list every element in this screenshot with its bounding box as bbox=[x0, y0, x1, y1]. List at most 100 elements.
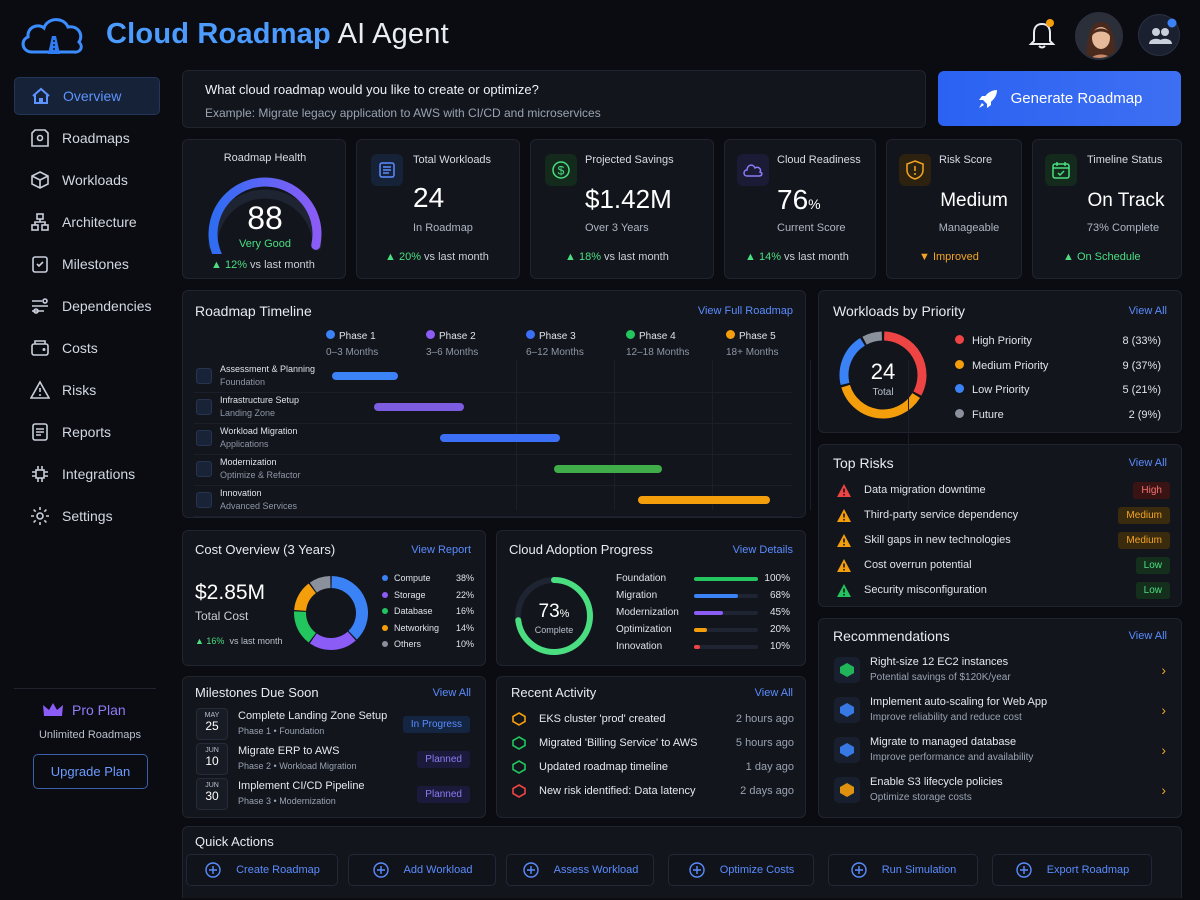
sidebar-item-integrations[interactable]: Integrations bbox=[14, 455, 160, 493]
recommendation-item[interactable]: Migrate to managed database Improve perfo… bbox=[830, 734, 1172, 768]
architecture-icon bbox=[31, 213, 49, 231]
sidebar-item-reports[interactable]: Reports bbox=[14, 413, 160, 451]
milestone-item[interactable]: MAY 25 Complete Landing Zone Setup Phase 1 … bbox=[194, 708, 476, 740]
recommendation-item[interactable]: Right-size 12 EC2 instances Potential sav… bbox=[830, 654, 1172, 688]
app-title-secondary: AI Agent bbox=[337, 18, 449, 50]
timeline-bar[interactable] bbox=[332, 372, 398, 380]
risk-name: Skill gaps in new technologies bbox=[864, 534, 1011, 546]
phase-label: Phase 3 bbox=[526, 330, 626, 342]
warning-icon bbox=[30, 380, 50, 399]
sidebar-item-costs[interactable]: Costs bbox=[14, 329, 160, 367]
chevron-right-icon[interactable]: › bbox=[1161, 742, 1166, 758]
adoption-stage-name: Innovation bbox=[616, 641, 663, 652]
priority-slice bbox=[839, 337, 866, 385]
milestone-meta: Phase 1 • Foundation bbox=[238, 726, 325, 736]
chevron-right-icon[interactable]: › bbox=[1161, 782, 1166, 798]
row-divider bbox=[194, 516, 792, 517]
risk-row[interactable]: Data migration downtime High bbox=[834, 482, 1170, 500]
recommendation-title: Implement auto-scaling for Web App bbox=[870, 696, 1048, 708]
timeline-phase: Phase 2 3–6 Months bbox=[426, 330, 526, 358]
milestone-item[interactable]: JUN 10 Migrate ERP to AWS Phase 2 • Workloa… bbox=[194, 743, 476, 775]
team-icon[interactable] bbox=[1138, 14, 1180, 56]
recent-activity-panel: Recent Activity View All bbox=[496, 676, 806, 818]
activity-time: 2 hours ago bbox=[735, 713, 794, 725]
chevron-right-icon[interactable]: › bbox=[1161, 662, 1166, 678]
phase-dot bbox=[626, 330, 635, 339]
sidebar-item-settings[interactable]: Settings bbox=[14, 497, 160, 535]
sidebar-item-risks[interactable]: Risks bbox=[14, 371, 160, 409]
quick-action-button[interactable]: Assess Workload bbox=[506, 854, 654, 886]
quick-action-button[interactable]: Optimize Costs bbox=[668, 854, 814, 886]
generate-roadmap-button[interactable]: Generate Roadmap bbox=[938, 71, 1181, 126]
kpi-cloud-readiness: Cloud Readiness 76% Current Score ▲ 14% … bbox=[724, 139, 876, 279]
risk-row[interactable]: Cost overrun potential Low bbox=[834, 557, 1170, 575]
phase-range: 0–3 Months bbox=[326, 347, 379, 358]
risk-row[interactable]: Security misconfiguration Low bbox=[834, 582, 1170, 600]
priority-dot bbox=[955, 408, 964, 418]
sidebar-item-dependencies[interactable]: Dependencies bbox=[14, 287, 160, 325]
timeline-bar[interactable] bbox=[374, 403, 464, 411]
priority-pct: (33%) bbox=[1131, 335, 1161, 347]
phase-name: Phase 4 bbox=[639, 331, 676, 342]
view-all-link[interactable]: View All bbox=[754, 687, 793, 699]
quick-action-button[interactable]: Create Roadmap bbox=[186, 854, 338, 886]
sidebar-item-label: Architecture bbox=[62, 214, 137, 230]
view-all-link[interactable]: View All bbox=[1128, 457, 1167, 469]
cost-category: Compute bbox=[394, 573, 431, 583]
panel-title: Roadmap Timeline bbox=[195, 303, 312, 319]
risk-row[interactable]: Skill gaps in new technologies Medium bbox=[834, 532, 1170, 550]
timeline-bar[interactable] bbox=[440, 434, 560, 442]
sidebar-item-architecture[interactable]: Architecture bbox=[14, 203, 160, 241]
view-report-link[interactable]: View Report bbox=[411, 544, 471, 556]
risk-row[interactable]: Third-party service dependency Medium bbox=[834, 507, 1170, 525]
timeline-phase: Phase 5 18+ Months bbox=[726, 330, 826, 358]
quick-action-button[interactable]: Run Simulation bbox=[828, 854, 978, 886]
milestone-item[interactable]: JUN 30 Implement CI/CD Pipeline Phase 3 • M… bbox=[194, 778, 476, 810]
upgrade-plan-button[interactable]: Upgrade Plan bbox=[33, 754, 148, 789]
recommendation-item[interactable]: Enable S3 lifecycle policies Optimize sto… bbox=[830, 774, 1172, 808]
view-details-link[interactable]: View Details bbox=[732, 544, 793, 556]
sidebar-item-milestones[interactable]: Milestones bbox=[14, 245, 160, 283]
notification-bell-icon[interactable] bbox=[1028, 18, 1056, 50]
view-all-link[interactable]: View All bbox=[1128, 630, 1167, 642]
kpi-value: 88 bbox=[247, 200, 283, 236]
timeline-bar[interactable] bbox=[638, 496, 770, 504]
priority-name: Future bbox=[972, 408, 1004, 421]
view-all-link[interactable]: View All bbox=[1128, 305, 1167, 317]
kpi-label: Roadmap Health bbox=[223, 152, 307, 164]
crown-icon bbox=[43, 703, 63, 716]
adoption-overall-label: Complete bbox=[534, 625, 574, 635]
quick-action-button[interactable]: Export Roadmap bbox=[992, 854, 1152, 886]
priority-count: 9 bbox=[1122, 359, 1129, 372]
kpi-sub: Manageable bbox=[938, 222, 1000, 234]
activity-item: Updated roadmap timeline 1 day ago bbox=[510, 759, 794, 777]
activity-icon bbox=[512, 760, 526, 777]
sidebar-item-workloads[interactable]: Workloads bbox=[14, 161, 160, 199]
cloud-icon bbox=[737, 154, 769, 186]
cube-icon bbox=[31, 171, 49, 189]
recommendation-item[interactable]: Implement auto-scaling for Web App Improv… bbox=[830, 694, 1172, 728]
health-status: Very Good bbox=[239, 238, 291, 250]
phase-label: Phase 4 bbox=[626, 330, 726, 342]
chevron-right-icon[interactable]: › bbox=[1161, 702, 1166, 718]
sidebar-item-roadmaps[interactable]: Roadmaps bbox=[14, 119, 160, 157]
prompt-input[interactable]: What cloud roadmap would you like to cre… bbox=[182, 70, 926, 128]
kpi-delta-text: vs last month bbox=[784, 251, 849, 263]
activity-time: 1 day ago bbox=[745, 761, 794, 773]
priority-count: 8 bbox=[1122, 335, 1129, 347]
timeline-row-name: Innovation bbox=[220, 488, 262, 498]
phase-name: Phase 5 bbox=[739, 331, 776, 342]
kpi-value: 76 bbox=[777, 184, 809, 215]
app-title-primary: Cloud Roadmap bbox=[106, 18, 331, 50]
risk-name: Third-party service dependency bbox=[864, 509, 1019, 521]
priority-pct: (37%) bbox=[1131, 359, 1161, 372]
activity-icon bbox=[512, 784, 526, 801]
view-full-roadmap-link[interactable]: View Full Roadmap bbox=[697, 305, 793, 317]
quick-action-button[interactable]: Add Workload bbox=[348, 854, 496, 886]
sidebar-item-overview[interactable]: Overview bbox=[14, 77, 160, 115]
timeline-bar[interactable] bbox=[554, 465, 662, 473]
user-avatar[interactable] bbox=[1075, 12, 1123, 60]
list-icon bbox=[371, 154, 403, 186]
view-all-link[interactable]: View All bbox=[432, 687, 471, 699]
activity-item: EKS cluster 'prod' created 2 hours ago bbox=[510, 711, 794, 729]
